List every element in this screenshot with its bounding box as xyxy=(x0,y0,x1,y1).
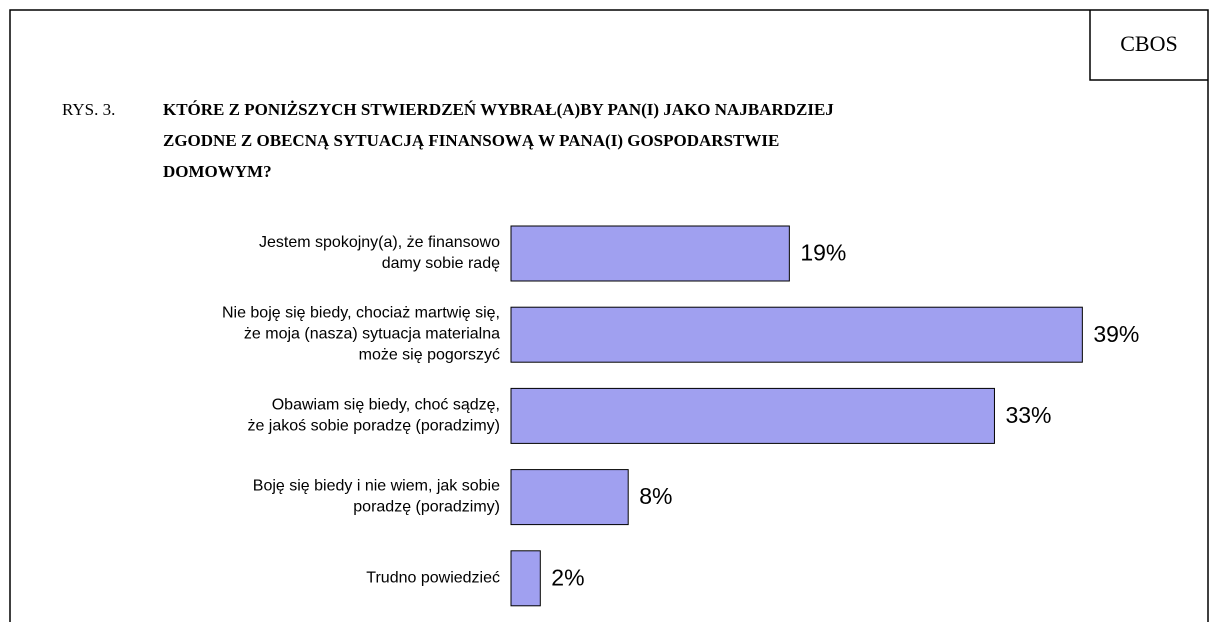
value-label: 2% xyxy=(551,564,584,590)
bar xyxy=(510,550,541,607)
category-label: Nie boję się biedy, chociaż martwię się,… xyxy=(222,305,500,364)
bar xyxy=(510,469,629,526)
value-label: 33% xyxy=(1005,402,1051,428)
figure-label: RYS. 3. xyxy=(62,100,115,119)
value-label: 19% xyxy=(800,240,846,266)
bar xyxy=(510,387,995,444)
category-label: Jestem spokojny(a), że finansowo damy sob… xyxy=(259,234,500,272)
value-label: 8% xyxy=(639,483,672,509)
bar xyxy=(510,225,790,282)
chart-title: KTÓRE Z PONIŻSZYCH STWIERDZEŃ WYBRAŁ(A)B… xyxy=(163,100,834,181)
category-label: Obawiam się biedy, choć sądzę, że jakoś s… xyxy=(247,397,500,435)
source: CBOS xyxy=(1120,31,1177,56)
value-label: 39% xyxy=(1093,321,1139,347)
source-box xyxy=(1089,10,1208,81)
frame xyxy=(9,9,1209,622)
bar xyxy=(510,306,1083,363)
category-label: Trudno powiedzieć xyxy=(366,570,500,587)
category-label: Boję się biedy i nie wiem, jak sobie pora… xyxy=(253,478,500,516)
